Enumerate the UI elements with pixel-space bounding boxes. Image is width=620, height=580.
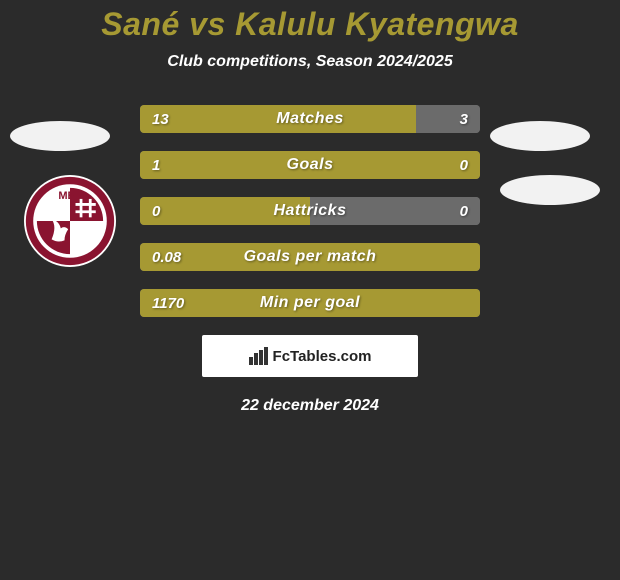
page-title: Sané vs Kalulu Kyatengwa [0,0,620,43]
stat-value-left: 0.08 [152,243,181,271]
stat-value-right: 3 [460,105,468,133]
stat-value-left: 13 [152,105,169,133]
chart-icon [249,347,269,365]
stat-label: Min per goal [140,289,480,317]
stat-label: Goals per match [140,243,480,271]
subtitle: Club competitions, Season 2024/2025 [0,53,620,71]
player-right-placeholder-2 [500,175,600,205]
stat-row: Min per goal1170 [140,289,480,317]
club-badge-icon: MET [24,175,116,267]
player-right-placeholder-1 [490,121,590,151]
stat-row: Hattricks0 0 [140,197,480,225]
stat-value-left: 0 [152,197,160,225]
branding-box: FcTables.com [202,335,418,377]
club-badge: MET [24,175,116,267]
stat-label: Matches [140,105,480,133]
date-text: 22 december 2024 [0,397,620,415]
svg-text:MET: MET [58,190,82,202]
stat-label: Hattricks [140,197,480,225]
stat-row: Matches13 3 [140,105,480,133]
stat-value-left: 1 [152,151,160,179]
stat-row: Goals1 0 [140,151,480,179]
stat-value-left: 1170 [152,289,184,317]
stat-label: Goals [140,151,480,179]
branding-text: FcTables.com [273,348,372,365]
stat-value-right: 0 [460,197,468,225]
stat-row: Goals per match0.08 [140,243,480,271]
content-area: MET Matches133Goals10Hattricks00Goals pe… [0,101,620,415]
player-left-placeholder [10,121,110,151]
stats-bars: Matches133Goals10Hattricks00Goals per ma… [140,101,480,317]
stat-value-right: 0 [460,151,468,179]
